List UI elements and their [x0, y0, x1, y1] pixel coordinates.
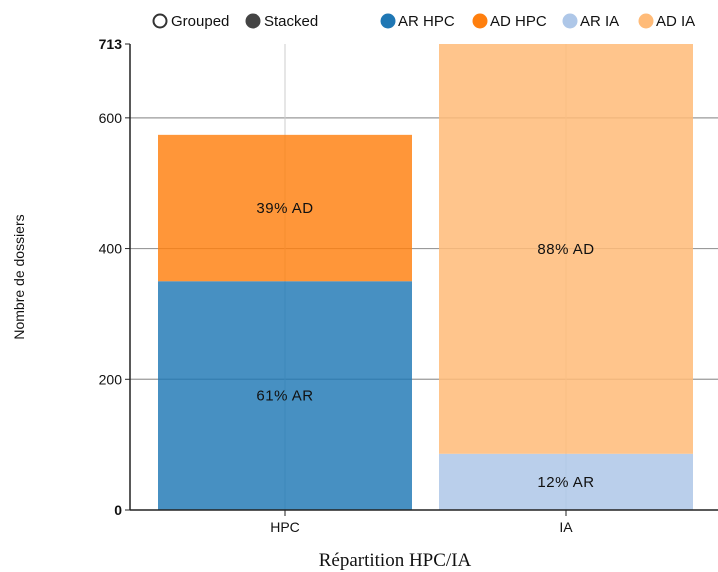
bar-hpc-ad-hpc[interactable]	[158, 134, 412, 282]
bars	[158, 44, 693, 510]
x-tick-label: IA	[559, 519, 573, 535]
bar-data-label: 61% AR	[256, 388, 313, 405]
stacked-radio-icon[interactable]	[245, 13, 261, 29]
legend-item-ad-ia[interactable]: AD IA	[638, 13, 696, 30]
bar-labels: 61% AR 39% AD 12% AR 88% AD	[256, 200, 594, 491]
legend-label-ad-ia: AD IA	[656, 13, 695, 30]
x-axis-title: Répartition HPC/IA	[319, 550, 472, 571]
y-axis-ticks: 0 200 400 600 713	[99, 36, 130, 518]
y-tick-label: 600	[99, 110, 123, 126]
y-axis-title: Nombre de dossiers	[11, 214, 27, 339]
legend-item-ar-hpc[interactable]: AR HPC	[380, 13, 455, 30]
y-tick-label: 200	[99, 371, 123, 387]
legend-label-ar-hpc: AR HPC	[398, 13, 455, 30]
legend: AR HPC AD HPC AR IA AD IA	[380, 13, 696, 30]
bar-hpc-ar-hpc[interactable]	[158, 281, 412, 510]
legend-swatch-ad-ia	[638, 13, 654, 29]
bar-data-label: 88% AD	[537, 241, 594, 258]
legend-label-ad-hpc: AD HPC	[490, 13, 547, 30]
legend-label-ar-ia: AR IA	[580, 13, 619, 30]
grouped-option-label: Grouped	[171, 13, 229, 30]
bar-ia-ar-ia[interactable]	[439, 453, 693, 510]
legend-swatch-ar-hpc	[380, 13, 396, 29]
legend-swatch-ar-ia	[562, 13, 578, 29]
x-tick-label: HPC	[270, 519, 300, 535]
bar-data-label: 39% AD	[256, 200, 313, 217]
grouped-option[interactable]: Grouped	[152, 13, 230, 30]
legend-item-ad-hpc[interactable]: AD HPC	[472, 13, 547, 30]
stacked-option[interactable]: Stacked	[245, 13, 319, 30]
y-tick-label: 713	[99, 36, 123, 52]
stacked-option-label: Stacked	[264, 13, 318, 30]
bar-data-label: 12% AR	[537, 474, 594, 491]
y-tick-label: 400	[99, 241, 123, 257]
y-tick-label: 0	[114, 502, 122, 518]
grouped-radio-icon[interactable]	[152, 13, 168, 29]
legend-item-ar-ia[interactable]: AR IA	[562, 13, 620, 30]
legend-swatch-ad-hpc	[472, 13, 488, 29]
bar-ia-ad-ia[interactable]	[439, 44, 693, 454]
mode-controls: Grouped Stacked	[152, 13, 319, 30]
x-axis-ticks: HPC IA	[270, 510, 573, 535]
